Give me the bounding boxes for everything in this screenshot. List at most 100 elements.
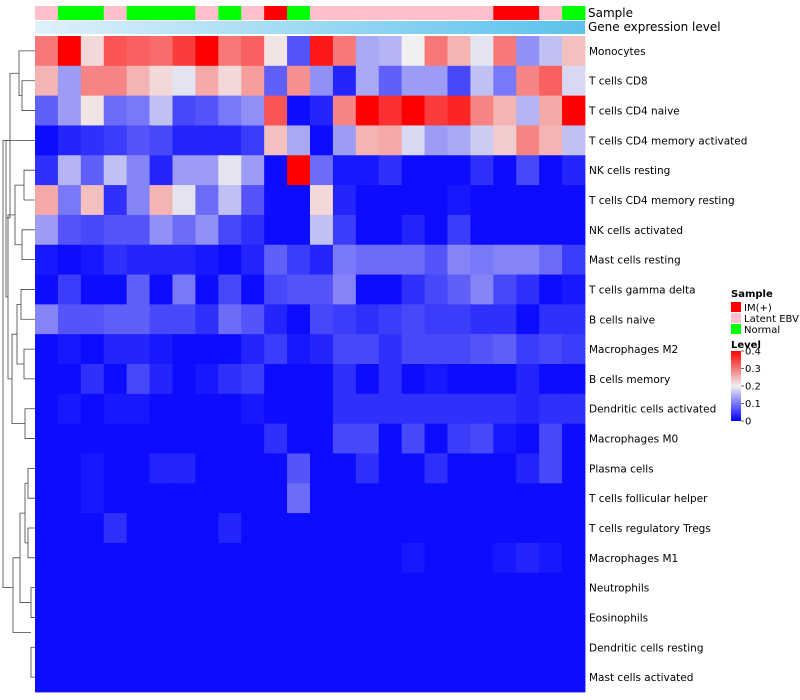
heatmap-cell xyxy=(539,483,563,514)
heatmap-cell xyxy=(562,155,586,186)
heatmap-cell xyxy=(378,602,403,633)
heatmap-cell xyxy=(493,423,517,454)
heatmap-cell xyxy=(378,36,403,67)
heatmap-cell xyxy=(80,334,105,365)
heatmap-cell xyxy=(539,185,563,216)
heatmap-cell xyxy=(378,572,403,603)
heatmap-cell xyxy=(378,274,403,305)
heatmap-cell xyxy=(80,185,105,216)
heatmap-cell xyxy=(172,185,196,216)
heatmap-cell xyxy=(103,483,128,514)
heatmap-cell xyxy=(493,572,517,603)
heatmap-cell xyxy=(493,393,517,425)
heatmap-cell xyxy=(57,662,82,693)
sample-annotation-cell xyxy=(516,6,540,20)
heatmap-cell xyxy=(516,572,540,603)
heatmap-cell xyxy=(126,304,150,335)
heatmap-cell xyxy=(172,662,196,693)
heatmap-cell xyxy=(562,36,586,67)
heatmap-cell xyxy=(218,185,242,216)
heatmap-cell xyxy=(355,274,380,305)
heatmap-cell xyxy=(103,95,128,126)
heatmap-cell xyxy=(539,572,563,603)
heatmap-cell xyxy=(424,214,448,246)
heatmap-cell xyxy=(218,304,242,335)
row-label: Monocytes xyxy=(589,46,646,58)
heatmap-cell xyxy=(493,602,517,633)
heatmap-cell xyxy=(57,185,82,216)
heatmap-cell xyxy=(195,453,219,484)
heatmap-cell xyxy=(332,483,357,514)
legend-level-label: 0.1 xyxy=(745,399,761,410)
heatmap-cell xyxy=(424,483,448,514)
heatmap-cell xyxy=(332,542,357,574)
heatmap-cell xyxy=(470,602,494,633)
heatmap-cell xyxy=(126,423,150,454)
heatmap-cell xyxy=(172,513,196,544)
heatmap-cell xyxy=(470,185,494,216)
sample-annotation-cell xyxy=(493,6,517,20)
heatmap-cell xyxy=(287,304,311,335)
heatmap-cell xyxy=(172,334,196,365)
heatmap-cell xyxy=(562,542,586,574)
heatmap-cell xyxy=(355,632,380,663)
heatmap-cell xyxy=(195,364,219,395)
heatmap-cell xyxy=(57,602,82,633)
heatmap-cell xyxy=(539,364,563,395)
heatmap-cell xyxy=(57,155,82,186)
sample-annotation-cell xyxy=(126,6,150,20)
row-label: B cells naive xyxy=(589,314,655,326)
heatmap-cell xyxy=(126,125,150,156)
heatmap-cell xyxy=(57,125,82,156)
row-label: T cells CD4 naive xyxy=(588,106,680,118)
heatmap-cell xyxy=(516,214,540,246)
heatmap-cell xyxy=(355,662,380,693)
heatmap-cell xyxy=(287,65,311,97)
heatmap-cell xyxy=(195,304,219,335)
heatmap-cell xyxy=(57,632,82,663)
heatmap-cell xyxy=(195,214,219,246)
heatmap-cell xyxy=(126,572,150,603)
heatmap-cell xyxy=(149,304,173,335)
heatmap-cell xyxy=(57,542,82,574)
heatmap-cell xyxy=(57,572,82,603)
heatmap-cell xyxy=(264,542,288,574)
heatmap-cell xyxy=(516,632,540,663)
heatmap-cell xyxy=(287,453,311,484)
heatmap-cell xyxy=(172,304,196,335)
heatmap-cell xyxy=(195,513,219,544)
heatmap-cell xyxy=(493,214,517,246)
heatmap-cell xyxy=(57,95,82,126)
heatmap-cell xyxy=(35,662,59,693)
heatmap-cell xyxy=(332,65,357,97)
heatmap-cell xyxy=(35,513,59,544)
heatmap-cell xyxy=(264,185,288,216)
heatmap-cell xyxy=(264,274,288,305)
heatmap-cell xyxy=(493,364,517,395)
heatmap-cell xyxy=(539,393,563,425)
heatmap-cell xyxy=(401,334,425,365)
heatmap-cell xyxy=(447,364,471,395)
heatmap-cell xyxy=(80,304,105,335)
heatmap-cell xyxy=(355,513,380,544)
heatmap-cell xyxy=(447,453,471,484)
heatmap-cell xyxy=(149,244,173,275)
heatmap-cell xyxy=(287,274,311,305)
heatmap-cell xyxy=(447,513,471,544)
heatmap-cell xyxy=(401,572,425,603)
heatmap-cell xyxy=(516,542,540,574)
heatmap-cell xyxy=(447,95,471,126)
heatmap-cell xyxy=(355,214,380,246)
heatmap-cell xyxy=(355,65,380,97)
heatmap-cell xyxy=(264,65,288,97)
heatmap-cell xyxy=(378,244,403,275)
heatmap-cell xyxy=(35,542,59,574)
heatmap-cell xyxy=(539,513,563,544)
heatmap-cell xyxy=(447,304,471,335)
heatmap-cell xyxy=(332,155,357,186)
heatmap-cell xyxy=(287,95,311,126)
heatmap-cell xyxy=(310,95,334,126)
heatmap-cell xyxy=(562,662,586,693)
heatmap-cell xyxy=(447,125,471,156)
